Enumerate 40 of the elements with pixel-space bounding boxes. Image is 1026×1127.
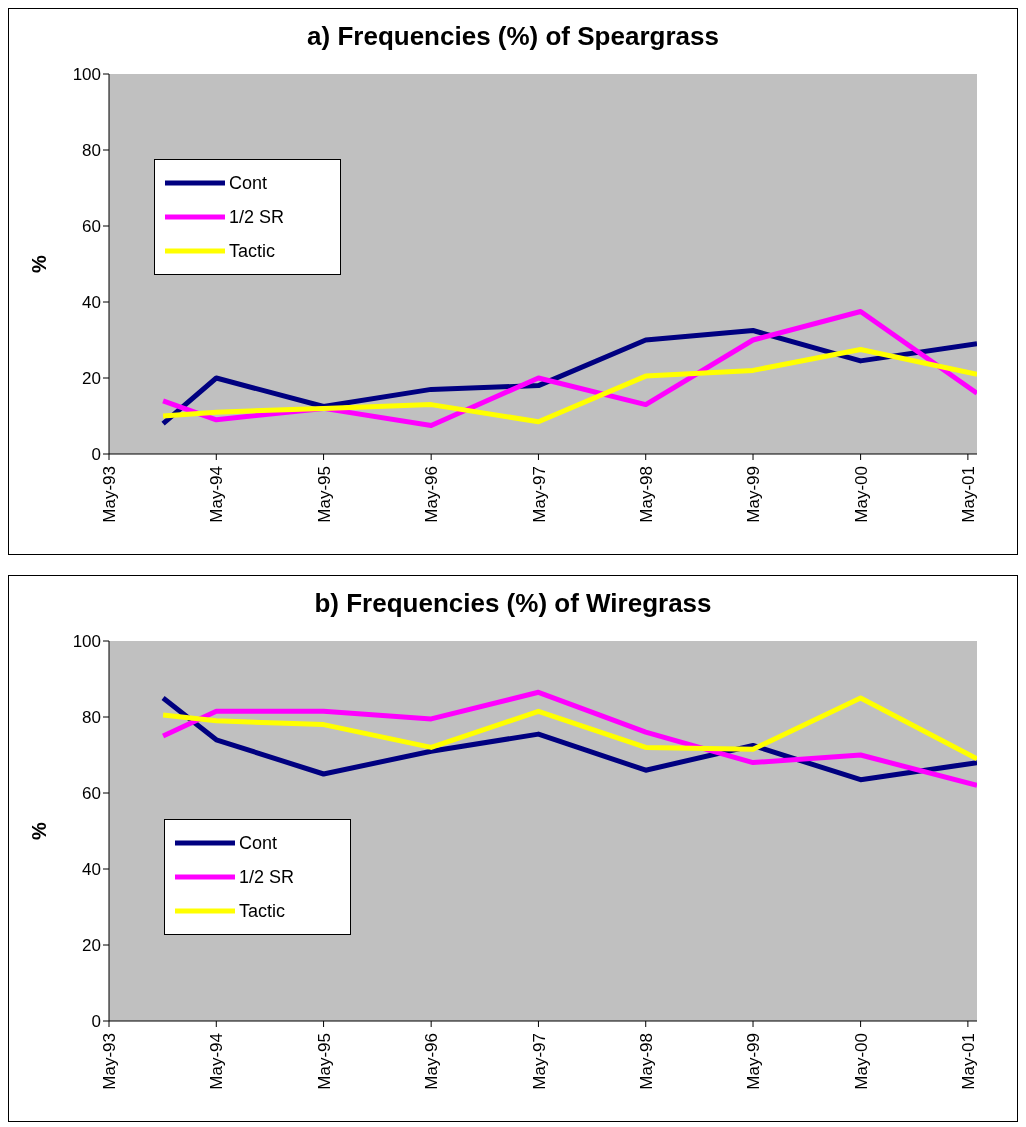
y-axis-title: % bbox=[28, 254, 51, 273]
x-tick-label: May-96 bbox=[422, 466, 442, 523]
y-tick-label: 100 bbox=[72, 65, 101, 85]
y-tick-label: 80 bbox=[82, 141, 101, 161]
legend-label: 1/2 SR bbox=[229, 206, 285, 228]
chart-title: b) Frequencies (%) of Wiregrass bbox=[313, 588, 713, 619]
x-tick-label: May-01 bbox=[958, 466, 978, 523]
y-tick-label: 40 bbox=[82, 860, 101, 880]
legend-label: Tactic bbox=[229, 240, 276, 262]
x-tick-label: May-95 bbox=[314, 466, 334, 523]
x-tick-label: May-95 bbox=[314, 1033, 334, 1090]
x-tick-label: May-97 bbox=[529, 466, 549, 523]
x-tick-label: May-00 bbox=[851, 466, 871, 523]
x-tick-label: May-00 bbox=[851, 1033, 871, 1090]
x-tick-label: May-94 bbox=[207, 1033, 227, 1090]
y-axis-title: % bbox=[28, 821, 51, 840]
y-tick-label: 40 bbox=[82, 293, 101, 313]
x-tick-label: May-98 bbox=[636, 466, 656, 523]
y-tick-label: 60 bbox=[82, 217, 101, 237]
y-tick-label: 0 bbox=[91, 445, 101, 465]
x-tick-label: May-01 bbox=[958, 1033, 978, 1090]
x-tick-label: May-93 bbox=[100, 466, 120, 523]
legend-label: Cont bbox=[239, 832, 278, 854]
y-tick-label: 100 bbox=[72, 632, 101, 652]
legend-label: Cont bbox=[229, 172, 268, 194]
y-tick-label: 20 bbox=[82, 936, 101, 956]
x-tick-label: May-98 bbox=[636, 1033, 656, 1090]
x-tick-label: May-96 bbox=[422, 1033, 442, 1090]
x-tick-label: May-99 bbox=[744, 1033, 764, 1090]
y-tick-label: 0 bbox=[91, 1012, 101, 1032]
y-tick-label: 80 bbox=[82, 708, 101, 728]
legend-label: Tactic bbox=[239, 900, 286, 922]
x-tick-label: May-97 bbox=[529, 1033, 549, 1090]
chart-title: a) Frequencies (%) of Speargrass bbox=[306, 21, 720, 52]
x-tick-label: May-93 bbox=[100, 1033, 120, 1090]
y-tick-label: 60 bbox=[82, 784, 101, 804]
x-tick-label: May-99 bbox=[744, 466, 764, 523]
legend-label: 1/2 SR bbox=[239, 866, 295, 888]
y-tick-label: 20 bbox=[82, 369, 101, 389]
x-tick-label: May-94 bbox=[207, 466, 227, 523]
